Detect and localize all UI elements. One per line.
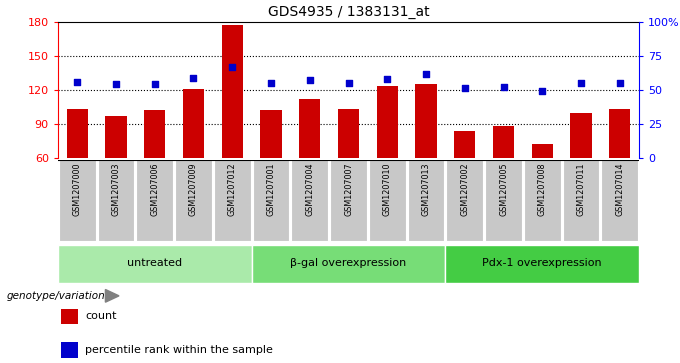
- Point: [498, 84, 509, 90]
- Text: GSM1207006: GSM1207006: [150, 162, 159, 216]
- Point: [72, 79, 83, 85]
- Bar: [105, 116, 126, 158]
- Bar: [291, 160, 328, 241]
- Text: GSM1207000: GSM1207000: [73, 162, 82, 216]
- Text: GSM1207004: GSM1207004: [305, 162, 314, 216]
- Bar: [299, 99, 320, 158]
- Bar: [338, 109, 359, 158]
- Bar: [175, 160, 212, 241]
- Bar: [446, 160, 483, 241]
- Point: [575, 80, 586, 86]
- Bar: [454, 131, 475, 158]
- Bar: [485, 160, 522, 241]
- Bar: [407, 160, 445, 241]
- Bar: [136, 160, 173, 241]
- Point: [343, 80, 354, 86]
- Text: GSM1207014: GSM1207014: [615, 162, 624, 216]
- Point: [110, 82, 121, 87]
- Text: count: count: [85, 311, 116, 321]
- Bar: [61, 309, 78, 324]
- Bar: [493, 126, 514, 158]
- Bar: [571, 113, 592, 158]
- Text: percentile rank within the sample: percentile rank within the sample: [85, 345, 273, 355]
- Text: GSM1207003: GSM1207003: [112, 162, 120, 216]
- Text: GSM1207012: GSM1207012: [228, 162, 237, 216]
- Bar: [445, 245, 639, 283]
- Text: GSM1207009: GSM1207009: [189, 162, 198, 216]
- Bar: [58, 245, 252, 283]
- Text: GSM1207007: GSM1207007: [344, 162, 353, 216]
- Text: GSM1207010: GSM1207010: [383, 162, 392, 216]
- Bar: [67, 109, 88, 158]
- Point: [537, 88, 547, 94]
- Bar: [562, 160, 600, 241]
- Point: [420, 71, 431, 77]
- Point: [188, 75, 199, 81]
- Point: [614, 80, 625, 86]
- Text: β-gal overexpression: β-gal overexpression: [290, 258, 407, 268]
- Text: untreated: untreated: [127, 258, 182, 268]
- Bar: [377, 86, 398, 158]
- Text: GSM1207005: GSM1207005: [499, 162, 508, 216]
- Bar: [532, 144, 553, 158]
- Bar: [601, 160, 639, 241]
- Bar: [415, 84, 437, 158]
- Point: [265, 80, 276, 86]
- Point: [382, 76, 393, 82]
- Text: GSM1207002: GSM1207002: [460, 162, 469, 216]
- Text: Pdx-1 overexpression: Pdx-1 overexpression: [483, 258, 602, 268]
- Bar: [58, 160, 96, 241]
- Text: GSM1207013: GSM1207013: [422, 162, 430, 216]
- Title: GDS4935 / 1383131_at: GDS4935 / 1383131_at: [268, 5, 429, 19]
- Bar: [252, 245, 445, 283]
- Polygon shape: [105, 290, 119, 302]
- Bar: [330, 160, 367, 241]
- Text: genotype/variation: genotype/variation: [7, 291, 105, 301]
- Bar: [260, 110, 282, 158]
- Bar: [252, 160, 290, 241]
- Text: GSM1207011: GSM1207011: [577, 162, 585, 216]
- Bar: [144, 110, 165, 158]
- Bar: [183, 89, 204, 158]
- Bar: [214, 160, 251, 241]
- Bar: [369, 160, 406, 241]
- Bar: [222, 25, 243, 158]
- Text: GSM1207001: GSM1207001: [267, 162, 275, 216]
- Point: [226, 64, 238, 70]
- Bar: [524, 160, 561, 241]
- Bar: [97, 160, 135, 241]
- Point: [149, 82, 160, 87]
- Point: [460, 86, 471, 91]
- Bar: [61, 342, 78, 358]
- Text: GSM1207008: GSM1207008: [538, 162, 547, 216]
- Point: [305, 77, 316, 83]
- Bar: [609, 109, 630, 158]
